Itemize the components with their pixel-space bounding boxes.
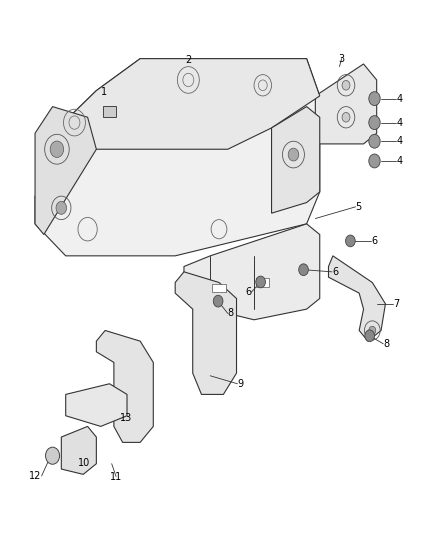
Text: 3: 3 [339,54,345,63]
Text: 6: 6 [332,267,338,277]
Circle shape [213,295,223,307]
Polygon shape [66,384,127,426]
Text: 1: 1 [101,87,107,97]
Polygon shape [61,426,96,474]
Circle shape [369,326,376,335]
Circle shape [369,134,380,148]
Text: 4: 4 [396,136,403,146]
Circle shape [369,92,380,106]
Polygon shape [35,59,320,256]
Circle shape [365,330,374,342]
Text: 4: 4 [396,156,403,166]
Polygon shape [184,224,320,320]
Text: 10: 10 [78,458,90,467]
Text: 8: 8 [383,339,389,349]
Bar [212,284,226,292]
Text: 8: 8 [228,309,234,318]
Circle shape [299,264,308,276]
Circle shape [256,276,265,288]
Text: 13: 13 [120,414,133,423]
Text: 4: 4 [396,94,403,103]
Bar [256,278,269,287]
Text: 2: 2 [185,55,191,64]
Polygon shape [96,330,153,442]
Circle shape [288,148,299,161]
Circle shape [346,235,355,247]
Text: 6: 6 [245,287,251,297]
Text: 6: 6 [371,236,378,246]
Polygon shape [175,272,237,394]
Bar [103,106,116,117]
Circle shape [342,80,350,90]
Polygon shape [35,107,96,235]
Text: 5: 5 [356,202,362,212]
Text: 4: 4 [396,118,403,127]
Text: 12: 12 [29,471,42,481]
Polygon shape [328,256,385,341]
Polygon shape [35,59,320,197]
Circle shape [369,154,380,168]
Polygon shape [315,64,377,144]
Circle shape [56,201,67,214]
Text: 11: 11 [110,472,122,481]
Text: 7: 7 [393,299,399,309]
Text: 9: 9 [237,379,244,389]
Circle shape [342,112,350,122]
Circle shape [369,116,380,130]
Circle shape [46,447,60,464]
Circle shape [50,141,64,157]
Polygon shape [272,107,320,213]
